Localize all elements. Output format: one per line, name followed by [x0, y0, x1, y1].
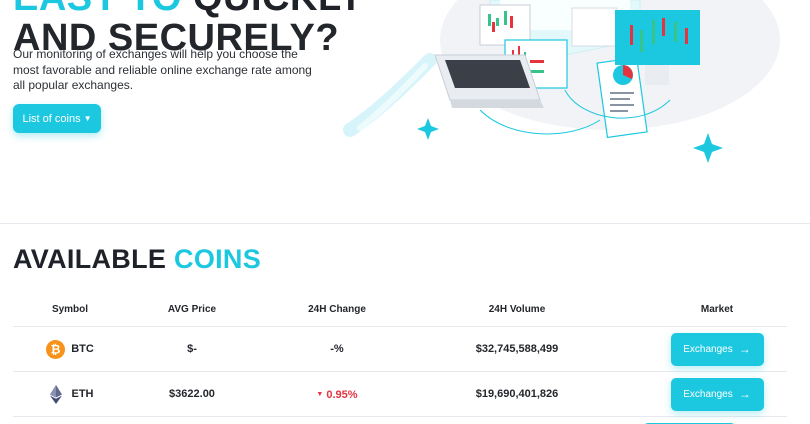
bitcoin-icon: ₿	[46, 339, 66, 359]
header-24h-change: 24H Change	[308, 304, 366, 315]
exchanges-button-label: Exchanges	[683, 388, 733, 400]
hero-section: EASY TO QUICKLY AND SECURELY? Our monito…	[0, 0, 810, 224]
exchanges-button[interactable]: Exchanges →	[670, 377, 764, 411]
symbol-label: ETH	[71, 388, 94, 400]
avg-price-cell: $-	[187, 343, 197, 355]
header-avg-price: AVG Price	[167, 304, 217, 315]
hero-title-line2: AND SECURELY?	[13, 17, 340, 59]
change-negative: ▼ 0.95%	[316, 389, 357, 401]
svg-text:₿: ₿	[51, 342, 61, 356]
hero-description: Our monitoring of exchanges will help yo…	[13, 47, 312, 92]
symbol-cell: ₿ BTC	[13, 339, 127, 359]
available-coins-title-accent: COINS	[174, 244, 262, 274]
triangle-down-icon: ▼	[316, 391, 324, 399]
volume-cell: $19,690,401,826	[475, 388, 559, 400]
hero-title-accent: EASY TO	[13, 0, 182, 19]
change-cell: -%	[330, 343, 344, 355]
hero-title: EASY TO QUICKLY AND SECURELY?	[13, 0, 364, 58]
hero-title-rest: QUICKLY	[182, 0, 364, 19]
list-of-coins-label: List of coins	[22, 112, 81, 125]
change-value: 0.95%	[326, 388, 358, 401]
crypto-exchange-illustration	[343, 0, 780, 163]
arrow-right-icon: →	[738, 342, 751, 356]
caret-down-icon: ▼	[83, 114, 92, 123]
header-market: Market	[700, 304, 734, 315]
header-24h-volume: 24H Volume	[488, 304, 546, 315]
symbol-label: BTC	[71, 343, 94, 355]
volume-cell: $32,745,588,499	[475, 343, 559, 355]
change-cell: ▼ 0.95%	[257, 387, 417, 401]
available-coins-title-dark: AVAILABLE	[13, 244, 167, 274]
avg-price-cell: $3622.00	[169, 388, 215, 400]
table-header: Symbol AVG Price 24H Change 24H Volume M…	[13, 293, 787, 327]
arrow-right-icon: →	[738, 387, 751, 401]
exchanges-button[interactable]: Exchanges →	[670, 332, 764, 366]
exchanges-button-label: Exchanges	[683, 343, 733, 355]
table-row: ₿ BTC $- -% $32,745,588,499 Exchanges →	[13, 327, 787, 372]
table-row-partial	[13, 417, 787, 424]
list-of-coins-button[interactable]: List of coins ▼	[13, 104, 101, 133]
available-coins-title: AVAILABLE COINS	[13, 243, 261, 275]
ethereum-icon	[47, 384, 66, 404]
coins-table: Symbol AVG Price 24H Change 24H Volume M…	[13, 293, 787, 424]
market-cell: Exchanges →	[617, 377, 787, 411]
symbol-cell: ETH	[13, 384, 127, 404]
market-cell: Exchanges →	[617, 332, 787, 366]
table-row: ETH $3622.00 ▼ 0.95% $19,690,401,826 Exc…	[13, 372, 787, 417]
header-symbol: Symbol	[51, 304, 89, 315]
